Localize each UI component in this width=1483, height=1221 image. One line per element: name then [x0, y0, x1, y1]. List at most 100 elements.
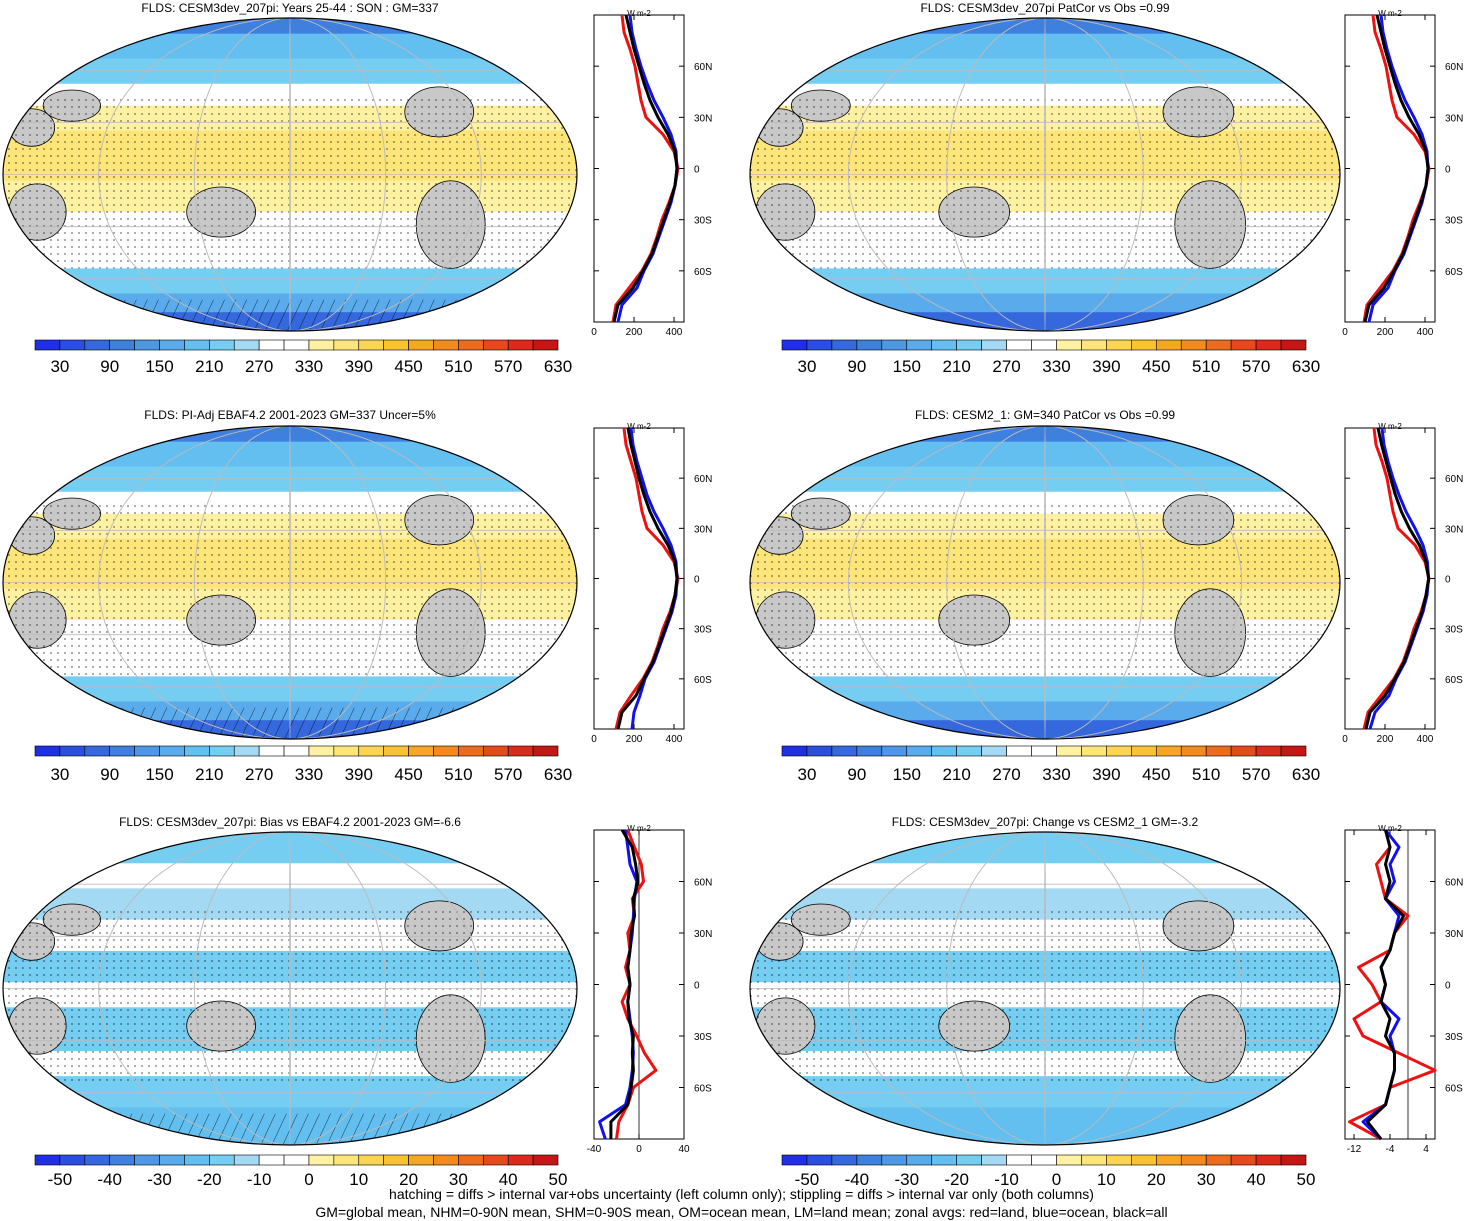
- colorbar-label: -10: [247, 1170, 272, 1189]
- colorbar-swatch: [159, 1154, 185, 1166]
- colorbar-swatch: [383, 339, 409, 351]
- colorbar-swatch: [931, 1154, 957, 1166]
- panel-title: FLDS: CESM3dev_207pi: Bias vs EBAF4.2 20…: [119, 815, 461, 829]
- zonal-lat-tick-label: 30S: [694, 625, 712, 636]
- colorbar-swatch: [134, 339, 160, 351]
- colorbar-swatch: [433, 339, 459, 351]
- colorbar-label: 390: [1092, 357, 1120, 376]
- colorbar-swatch: [507, 339, 534, 351]
- colorbar-swatch: [507, 745, 534, 757]
- colorbar-label: 210: [942, 765, 970, 784]
- colorbar-label: 90: [100, 765, 119, 784]
- colorbar-label: 630: [544, 765, 572, 784]
- panel-5: FLDS: CESM3dev_207pi: Bias vs EBAF4.2 20…: [2, 815, 712, 1189]
- colorbar-swatch: [134, 1154, 160, 1166]
- colorbar-swatch: [458, 1154, 484, 1166]
- panel-2: FLDS: CESM3dev_207pi PatCor vs Obs =0.99…: [749, 1, 1463, 376]
- zonal-lat-tick-label: 60N: [1445, 62, 1463, 73]
- panel-title: FLDS: CESM3dev_207pi: Change vs CESM2_1 …: [892, 815, 1199, 829]
- zonal-lat-tick-label: 60N: [1445, 878, 1463, 889]
- zonal-lat-tick-label: 30N: [694, 929, 712, 940]
- colorbar-swatch: [1255, 339, 1282, 351]
- colorbar-swatch: [781, 1154, 808, 1166]
- zonal-x-tick-label: 200: [1377, 327, 1394, 338]
- colorbar-label: 210: [195, 357, 223, 376]
- colorbar-swatch: [283, 1154, 310, 1166]
- colorbar-swatch: [956, 1154, 982, 1166]
- zonal-x-tick-label: 4: [1423, 1144, 1429, 1155]
- footer-note-legend: GM=global mean, NHM=0-90N mean, SHM=0-90…: [315, 1204, 1168, 1220]
- colorbar-swatch: [831, 745, 858, 757]
- colorbar-swatch: [1280, 339, 1307, 351]
- zonal-mean-plot: -12 -4 4 60N 30N 0 30S 60S W m-2: [1344, 824, 1463, 1155]
- zonal-lat-tick-label: 0: [1445, 165, 1451, 176]
- colorbar-swatch: [408, 339, 434, 351]
- colorbar-swatch: [1131, 1154, 1157, 1166]
- colorbar-label: -40: [845, 1170, 870, 1189]
- colorbar-label: 210: [195, 765, 223, 784]
- colorbar-swatch: [1131, 339, 1157, 351]
- zonal-lat-tick-label: 60S: [694, 675, 712, 686]
- colorbar-swatch: [109, 1154, 135, 1166]
- panel-4: FLDS: CESM2_1: GM=340 PatCor vs Obs =0.9…: [749, 408, 1463, 784]
- zonal-lat-tick-label: 30N: [694, 113, 712, 124]
- zonal-lat-tick-label: 0: [694, 981, 700, 992]
- colorbar-swatch: [1230, 1154, 1257, 1166]
- colorbar-swatch: [1006, 745, 1032, 757]
- zonal-x-tick-label: 400: [1417, 734, 1434, 745]
- zonal-lat-tick-label: 60S: [1445, 267, 1463, 278]
- colorbar-swatch: [856, 745, 883, 757]
- colorbar-label: 210: [942, 357, 970, 376]
- colorbar-label: 570: [1242, 357, 1270, 376]
- colorbar-label: 0: [1052, 1170, 1061, 1189]
- colorbar-swatch: [1106, 1154, 1132, 1166]
- zonal-series-all: [616, 427, 679, 730]
- colorbar-swatch: [906, 339, 933, 351]
- colorbar-label: 270: [992, 765, 1020, 784]
- colorbar-swatch: [781, 339, 808, 351]
- footer-note-hatching: hatching = diffs > internal var+obs unce…: [389, 1186, 1094, 1202]
- zonal-mean-plot: 0 200 400 60N 30N 0 30S 60S W m-2: [591, 422, 712, 745]
- colorbar-label: 630: [1292, 765, 1320, 784]
- colorbar-swatch: [84, 339, 111, 351]
- colorbar-label: 510: [444, 357, 472, 376]
- colorbar-label: 570: [1242, 765, 1270, 784]
- colorbar-swatch: [1205, 745, 1232, 757]
- colorbar-swatch: [1230, 745, 1257, 757]
- colorbar-swatch: [59, 339, 86, 351]
- zonal-x-tick-label: 400: [1417, 327, 1434, 338]
- colorbar-label: 20: [399, 1170, 418, 1189]
- colorbar-swatch: [881, 339, 908, 351]
- colorbar-swatch: [1255, 1154, 1282, 1166]
- zonal-x-tick-label: 0: [591, 327, 597, 338]
- zonal-x-tick-label: 0: [591, 734, 597, 745]
- colorbar-label: 450: [394, 765, 422, 784]
- colorbar-label: 330: [295, 765, 323, 784]
- colorbar-label: 30: [50, 357, 69, 376]
- colorbar-swatch: [1081, 1154, 1107, 1166]
- colorbar-swatch: [906, 1154, 933, 1166]
- colorbar-label: -30: [894, 1170, 919, 1189]
- colorbar-label: 10: [349, 1170, 368, 1189]
- colorbar-swatch: [458, 339, 484, 351]
- zonal-x-tick-label: 200: [626, 327, 643, 338]
- zonal-lat-tick-label: 30N: [1445, 113, 1463, 124]
- colorbar-swatch: [981, 745, 1007, 757]
- colorbar-swatch: [358, 1154, 384, 1166]
- zonal-lat-tick-label: 60S: [1445, 675, 1463, 686]
- zonal-x-tick-label: -4: [1386, 1144, 1395, 1155]
- zonal-lat-tick-label: 60N: [694, 474, 712, 485]
- map-outline: [2, 831, 578, 1146]
- colorbar-label: 30: [797, 357, 816, 376]
- colorbar-swatch: [1031, 745, 1057, 757]
- zonal-lat-tick-label: 0: [694, 575, 700, 586]
- colorbar-swatch: [59, 1154, 86, 1166]
- colorbar-swatch: [1280, 1154, 1307, 1166]
- zonal-unit-label: W m-2: [627, 422, 651, 431]
- colorbar-label: 450: [1142, 357, 1170, 376]
- zonal-lat-tick-label: 60N: [1445, 474, 1463, 485]
- colorbar-label: 150: [145, 357, 173, 376]
- colorbar-label: 270: [992, 357, 1020, 376]
- map-field: [750, 832, 1340, 1145]
